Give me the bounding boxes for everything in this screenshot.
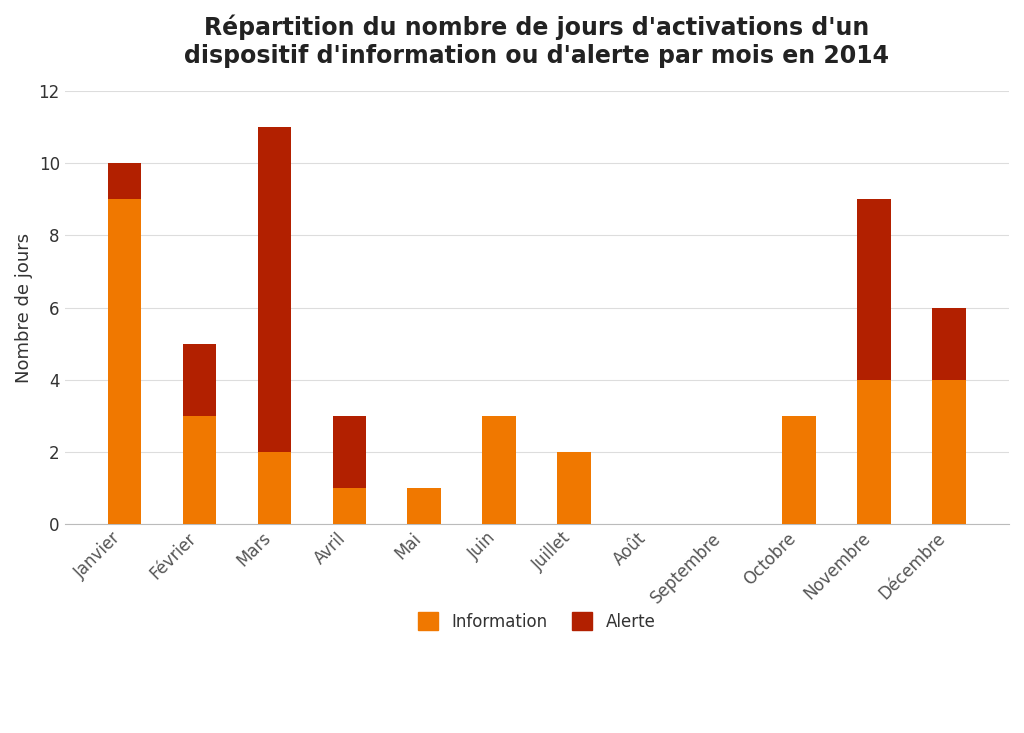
Bar bbox=[258, 452, 291, 524]
Bar bbox=[108, 163, 141, 199]
Bar bbox=[182, 416, 216, 524]
Bar bbox=[932, 308, 966, 380]
Y-axis label: Nombre de jours: Nombre de jours bbox=[15, 232, 33, 383]
Bar bbox=[557, 452, 591, 524]
Bar bbox=[408, 488, 441, 524]
Bar bbox=[782, 416, 816, 524]
Bar bbox=[182, 344, 216, 416]
Bar bbox=[482, 416, 516, 524]
Bar bbox=[932, 380, 966, 524]
Bar bbox=[857, 380, 891, 524]
Legend: Information, Alerte: Information, Alerte bbox=[412, 605, 663, 637]
Bar bbox=[333, 488, 367, 524]
Bar bbox=[857, 199, 891, 380]
Bar bbox=[108, 199, 141, 524]
Title: Répartition du nombre de jours d'activations d'un
dispositif d'information ou d': Répartition du nombre de jours d'activat… bbox=[184, 15, 889, 68]
Bar bbox=[258, 128, 291, 452]
Bar bbox=[333, 416, 367, 488]
